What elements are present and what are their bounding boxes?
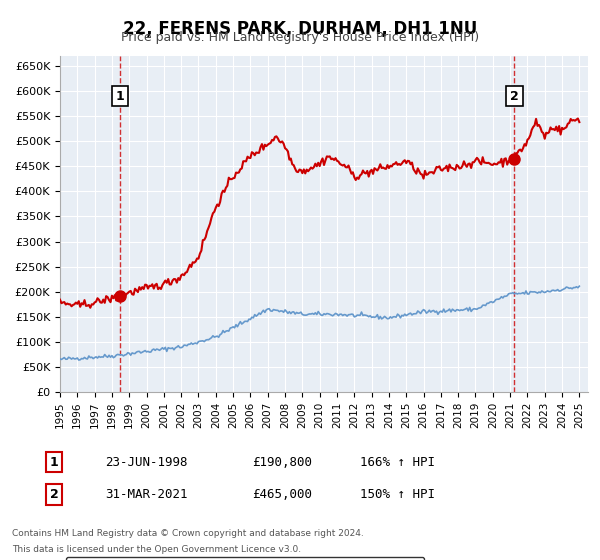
Text: 2: 2 <box>50 488 58 501</box>
Text: Price paid vs. HM Land Registry's House Price Index (HPI): Price paid vs. HM Land Registry's House … <box>121 31 479 44</box>
Text: 150% ↑ HPI: 150% ↑ HPI <box>360 488 435 501</box>
Text: 22, FERENS PARK, DURHAM, DH1 1NU: 22, FERENS PARK, DURHAM, DH1 1NU <box>123 20 477 38</box>
Text: 23-JUN-1998: 23-JUN-1998 <box>105 455 187 469</box>
Text: This data is licensed under the Open Government Licence v3.0.: This data is licensed under the Open Gov… <box>12 545 301 554</box>
Legend: 22, FERENS PARK, DURHAM, DH1 1NU (detached house), HPI: Average price, detached : 22, FERENS PARK, DURHAM, DH1 1NU (detach… <box>65 557 424 560</box>
Text: 2: 2 <box>510 90 519 102</box>
Text: 166% ↑ HPI: 166% ↑ HPI <box>360 455 435 469</box>
Text: 1: 1 <box>116 90 124 102</box>
Text: £465,000: £465,000 <box>252 488 312 501</box>
Text: 1: 1 <box>50 455 58 469</box>
Text: Contains HM Land Registry data © Crown copyright and database right 2024.: Contains HM Land Registry data © Crown c… <box>12 529 364 538</box>
Text: £190,800: £190,800 <box>252 455 312 469</box>
Text: 31-MAR-2021: 31-MAR-2021 <box>105 488 187 501</box>
